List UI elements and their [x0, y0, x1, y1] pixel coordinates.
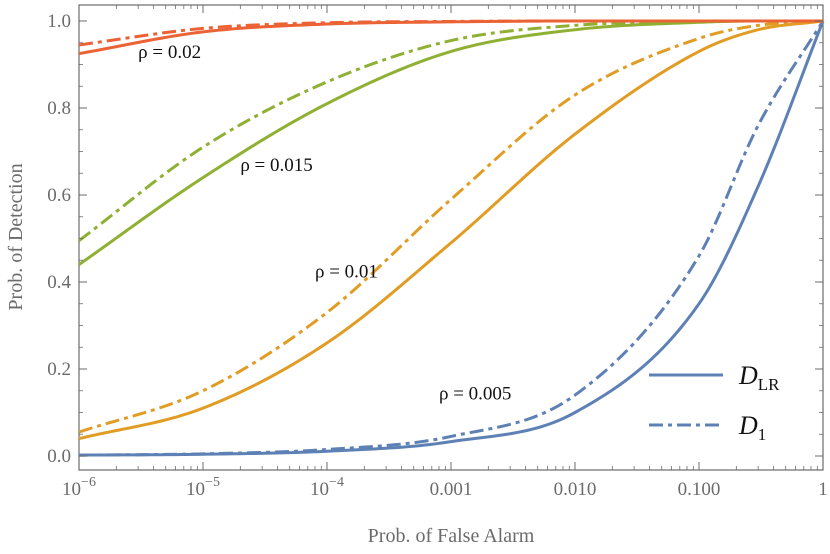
series-line-2 [78, 20, 825, 457]
series-line-8 [78, 19, 823, 47]
annotations-layer: ρ = 0.02 ρ = 0.015 ρ = 0.01 ρ = 0.005 [138, 42, 511, 404]
x-axis: 10−6 10−5 10−4 0.001 0.010 0.100 1 [62, 5, 828, 500]
y-tick-label-5: 0.8 [47, 98, 71, 119]
x-axis-title: Prob. of False Alarm [368, 525, 535, 547]
series-line-6 [78, 19, 823, 242]
y-tick-label-3: 0.4 [47, 272, 71, 293]
y-tick-label-2: 0.2 [47, 359, 71, 380]
y-axis: 0.0 0.2 0.4 0.6 0.8 1.0 [47, 11, 823, 467]
legend-label-2: D1 [738, 411, 766, 444]
legend-label-1: DLR [738, 361, 780, 394]
y-tick-label-6: 1.0 [47, 11, 71, 32]
series-line-7 [78, 19, 823, 56]
series-line-3 [78, 19, 824, 441]
rho-annotation-4: ρ = 0.005 [439, 383, 511, 404]
rho-annotation-1: ρ = 0.02 [138, 42, 201, 63]
x-tick-label-6: 0.100 [678, 479, 721, 500]
series-line-4 [78, 19, 824, 434]
x-tick-label-1: 10−6 [62, 475, 96, 500]
y-tick-label-1: 0.0 [47, 446, 71, 467]
x-tick-label-7: 1 [818, 479, 828, 500]
y-tick-label-4: 0.6 [47, 185, 71, 206]
legend: DLR D1 [649, 361, 780, 444]
x-tick-label-3: 10−4 [310, 475, 344, 500]
y-axis-title: Prob. of Detection [5, 163, 27, 310]
rho-annotation-3: ρ = 0.01 [315, 262, 378, 283]
rho-annotation-2: ρ = 0.015 [240, 155, 312, 176]
curves-layer [78, 19, 825, 457]
x-tick-label-4: 0.001 [430, 479, 473, 500]
x-tick-label-2: 10−5 [186, 475, 220, 500]
x-tick-label-5: 0.010 [554, 479, 597, 500]
